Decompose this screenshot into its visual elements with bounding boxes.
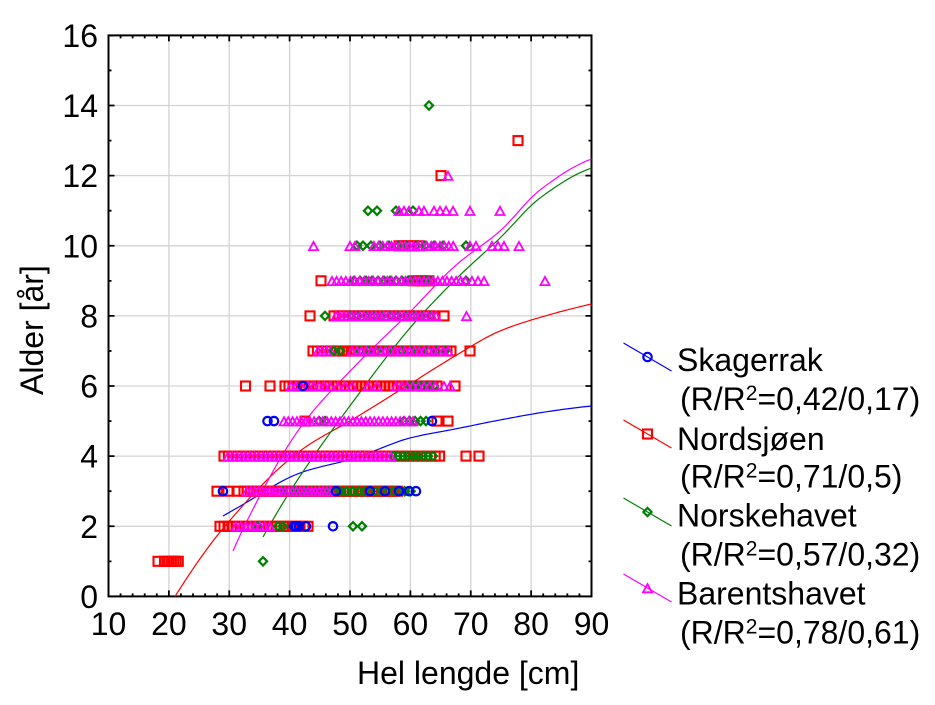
svg-text:Nordsjøen: Nordsjøen	[677, 421, 825, 457]
svg-text:Norskehavet: Norskehavet	[677, 498, 857, 534]
svg-text:12: 12	[62, 158, 98, 194]
svg-text:(R/R2=0,71/0,5): (R/R2=0,71/0,5)	[680, 459, 902, 495]
svg-text:50: 50	[332, 606, 368, 642]
svg-text:10: 10	[62, 228, 98, 264]
svg-text:40: 40	[272, 606, 308, 642]
svg-text:80: 80	[513, 606, 549, 642]
svg-text:70: 70	[453, 606, 489, 642]
svg-text:(R/R2=0,78/0,61): (R/R2=0,78/0,61)	[680, 615, 920, 651]
svg-text:(R/R2=0,42/0,17): (R/R2=0,42/0,17)	[680, 381, 920, 417]
svg-text:6: 6	[80, 369, 98, 405]
svg-text:60: 60	[393, 606, 429, 642]
svg-text:14: 14	[62, 88, 98, 124]
svg-text:2: 2	[80, 509, 98, 545]
svg-text:4: 4	[80, 439, 98, 475]
svg-text:Alder [år]: Alder [år]	[14, 265, 50, 395]
svg-text:20: 20	[151, 606, 187, 642]
svg-text:8: 8	[80, 298, 98, 334]
svg-text:90: 90	[574, 606, 610, 642]
svg-text:Barentshavet: Barentshavet	[677, 576, 866, 612]
svg-text:(R/R2=0,57/0,32): (R/R2=0,57/0,32)	[680, 537, 920, 573]
svg-text:16: 16	[62, 18, 98, 54]
svg-text:0: 0	[80, 579, 98, 615]
svg-text:Skagerrak: Skagerrak	[677, 342, 824, 378]
svg-text:10: 10	[91, 606, 127, 642]
svg-text:30: 30	[211, 606, 247, 642]
svg-text:Hel lengde [cm]: Hel lengde [cm]	[357, 655, 579, 691]
